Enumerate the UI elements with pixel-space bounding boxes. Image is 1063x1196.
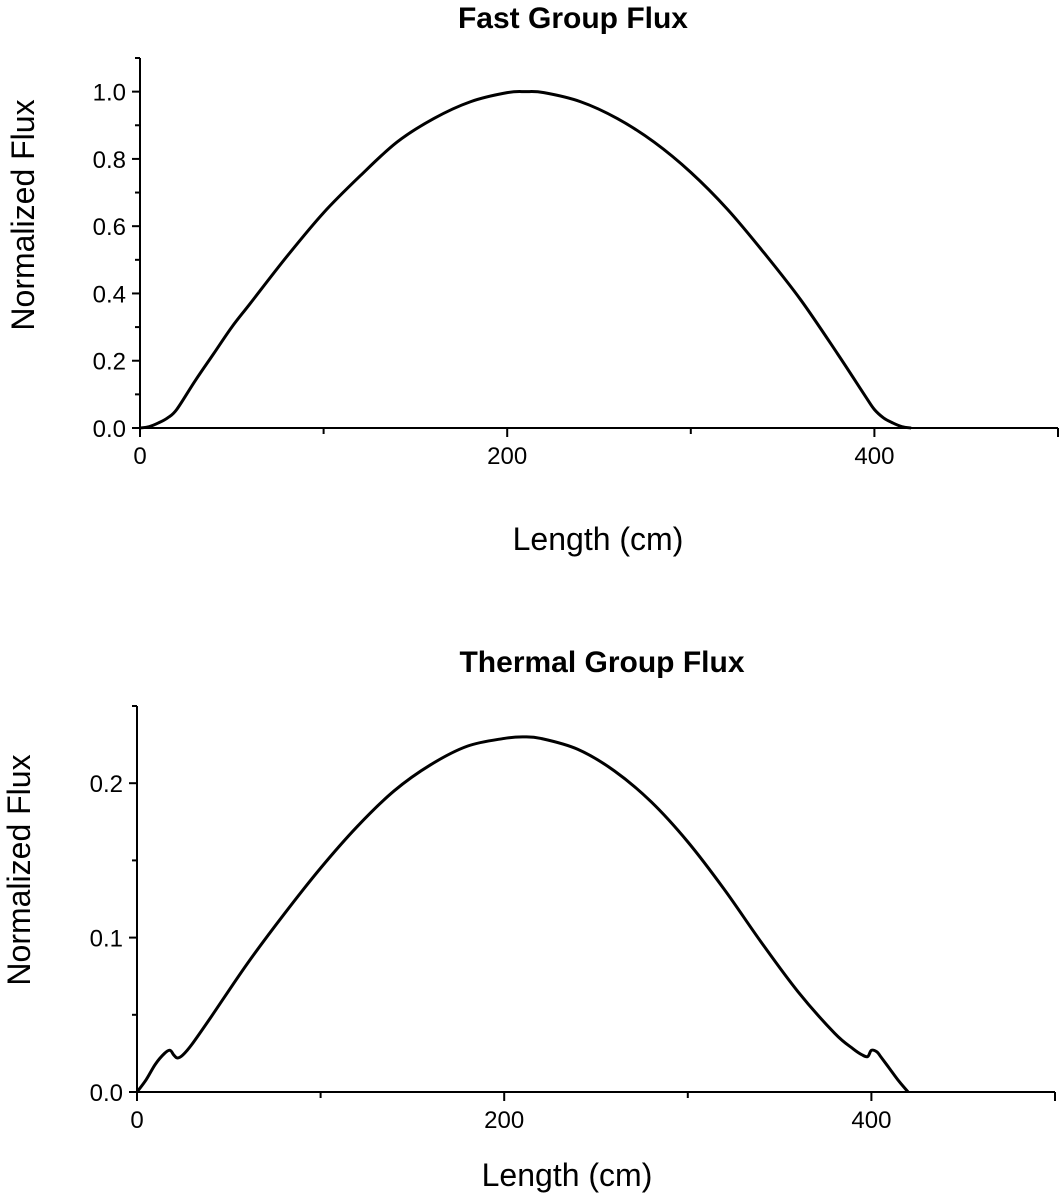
y-tick-label: 0.0 bbox=[90, 1080, 123, 1107]
x-axis-ticks: 0 200 400 bbox=[130, 1092, 1056, 1134]
y-tick-label: 0.2 bbox=[90, 771, 123, 798]
y-axis-ticks: 0.0 0.1 0.2 bbox=[90, 705, 137, 1107]
thermal-flux-chart: Thermal Group Flux Normalized Flux Lengt… bbox=[1, 646, 1056, 1193]
chart-title: Fast Group Flux bbox=[458, 2, 688, 35]
y-tick-label: 0.0 bbox=[93, 416, 126, 443]
x-tick-label: 400 bbox=[851, 1107, 891, 1134]
x-tick-label: 200 bbox=[487, 443, 527, 470]
fast-flux-chart: Fast Group Flux Normalized Flux Length (… bbox=[5, 2, 1059, 557]
x-axis-label: Length (cm) bbox=[513, 521, 684, 557]
chart-title: Thermal Group Flux bbox=[459, 646, 744, 679]
x-tick-label: 0 bbox=[130, 1107, 143, 1134]
y-axis-label: Normalized Flux bbox=[1, 754, 37, 985]
thermal-flux-line bbox=[135, 735, 910, 1093]
y-tick-label: 1.0 bbox=[93, 80, 126, 107]
fast-flux-line bbox=[139, 90, 912, 430]
x-axis-ticks: 0 200 400 bbox=[133, 428, 1059, 470]
y-tick-label: 0.1 bbox=[90, 926, 123, 953]
y-tick-label: 0.6 bbox=[93, 214, 126, 241]
x-tick-label: 0 bbox=[133, 443, 146, 470]
y-tick-label: 0.4 bbox=[93, 281, 126, 308]
x-tick-label: 200 bbox=[484, 1107, 524, 1134]
y-axis-label: Normalized Flux bbox=[5, 99, 41, 330]
y-tick-label: 0.8 bbox=[93, 147, 126, 174]
y-axis-ticks: 0.0 0.2 0.4 0.6 0.8 1.0 bbox=[93, 57, 140, 443]
y-tick-label: 0.2 bbox=[93, 349, 126, 376]
x-axis-label: Length (cm) bbox=[482, 1157, 653, 1193]
x-tick-label: 400 bbox=[854, 443, 894, 470]
